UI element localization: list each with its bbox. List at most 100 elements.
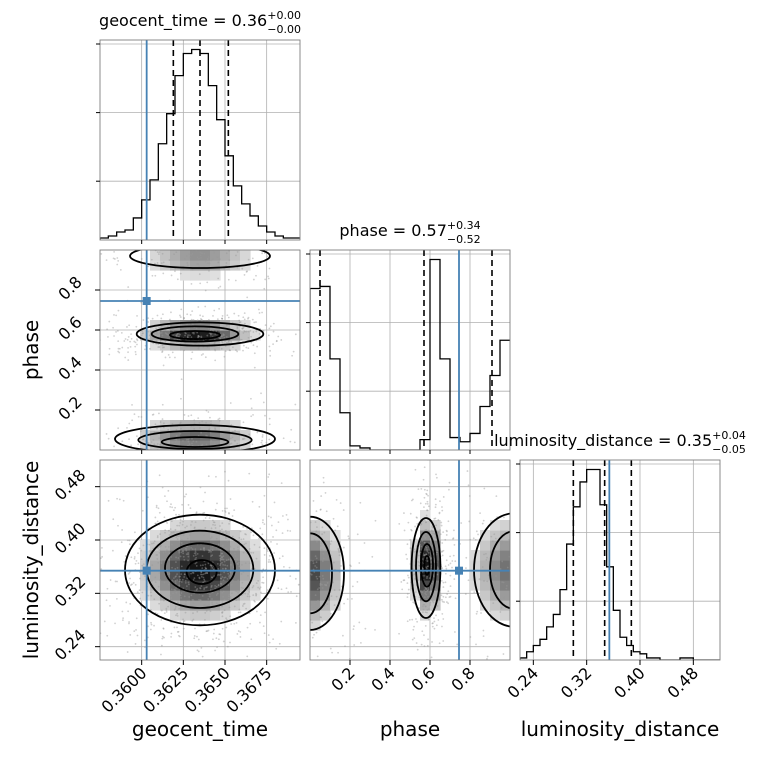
sample-point bbox=[280, 645, 282, 647]
sample-point bbox=[133, 630, 136, 633]
sample-point bbox=[229, 437, 232, 440]
sample-point bbox=[293, 474, 295, 476]
sample-point bbox=[157, 346, 160, 348]
sample-point bbox=[175, 429, 178, 431]
sample-point bbox=[243, 602, 246, 605]
sample-point bbox=[503, 516, 505, 519]
density-cell bbox=[220, 430, 231, 441]
sample-point bbox=[158, 474, 161, 477]
sample-point bbox=[134, 341, 137, 344]
sample-point bbox=[330, 595, 333, 598]
sample-point bbox=[311, 621, 314, 624]
sample-point bbox=[137, 415, 140, 418]
sample-point bbox=[151, 542, 153, 545]
sample-point bbox=[439, 541, 441, 544]
sample-point bbox=[337, 651, 339, 654]
sample-point bbox=[172, 531, 175, 534]
sample-point bbox=[191, 332, 194, 334]
sample-point bbox=[164, 243, 166, 245]
sample-point bbox=[198, 480, 200, 482]
density-cell bbox=[250, 580, 261, 591]
density-cell bbox=[230, 340, 241, 351]
sample-point bbox=[180, 597, 182, 599]
density-cell bbox=[180, 320, 191, 331]
sample-point bbox=[258, 505, 261, 508]
sample-point bbox=[202, 564, 204, 567]
sample-point bbox=[236, 562, 239, 565]
sample-point bbox=[348, 657, 351, 660]
sample-point bbox=[527, 576, 529, 578]
sample-point bbox=[436, 605, 439, 607]
sample-point bbox=[495, 495, 498, 497]
sample-point bbox=[502, 581, 505, 584]
sample-point bbox=[559, 547, 561, 549]
sample-point bbox=[267, 334, 270, 337]
sample-point bbox=[98, 572, 100, 574]
sample-point bbox=[261, 439, 263, 442]
ytick-label-luminosity_distance-1: 0.32 bbox=[51, 572, 90, 611]
sample-point bbox=[310, 605, 313, 608]
sample-point bbox=[291, 354, 294, 357]
sample-point bbox=[220, 556, 223, 558]
sample-point bbox=[176, 227, 178, 229]
sample-point bbox=[262, 330, 265, 332]
sample-point bbox=[314, 555, 317, 558]
sample-point bbox=[423, 574, 425, 577]
sample-point bbox=[160, 262, 163, 264]
sample-point bbox=[148, 229, 150, 231]
density-cell bbox=[430, 590, 441, 601]
sample-point bbox=[319, 584, 322, 587]
sample-point bbox=[184, 603, 187, 605]
sample-point bbox=[232, 452, 234, 454]
sample-point bbox=[201, 567, 204, 570]
sample-point bbox=[163, 495, 166, 498]
sample-point bbox=[409, 512, 412, 515]
sample-point bbox=[284, 631, 286, 633]
sample-point bbox=[278, 642, 281, 645]
density-cell bbox=[230, 440, 241, 450]
sample-point bbox=[423, 554, 426, 557]
sample-point bbox=[298, 619, 300, 621]
sample-point bbox=[320, 616, 323, 619]
sample-point bbox=[174, 605, 177, 608]
sample-point bbox=[267, 634, 270, 636]
sample-point bbox=[187, 559, 190, 562]
sample-point bbox=[185, 600, 187, 603]
sample-point bbox=[178, 607, 181, 610]
sample-point bbox=[161, 350, 164, 353]
sample-point bbox=[289, 575, 292, 578]
density-cell bbox=[230, 590, 241, 601]
sample-point bbox=[248, 562, 251, 565]
sample-point bbox=[249, 622, 252, 625]
sample-point bbox=[87, 582, 89, 584]
sample-point bbox=[175, 591, 178, 594]
density-cell bbox=[160, 540, 171, 551]
sample-point bbox=[487, 574, 490, 577]
sample-point bbox=[206, 262, 209, 265]
sample-point bbox=[257, 586, 260, 589]
sample-point bbox=[434, 517, 437, 520]
sample-point bbox=[435, 476, 438, 479]
density-cell bbox=[240, 590, 251, 601]
xtick-label-luminosity_distance-1: 0.32 bbox=[557, 663, 596, 702]
sample-point bbox=[303, 665, 305, 667]
sample-point bbox=[200, 318, 202, 320]
density-cell bbox=[170, 560, 181, 571]
sample-point bbox=[147, 594, 150, 597]
sample-point bbox=[482, 519, 485, 522]
sample-point bbox=[178, 594, 181, 596]
sample-point bbox=[128, 543, 131, 546]
sample-point bbox=[253, 366, 256, 369]
density-cell bbox=[170, 610, 181, 621]
sample-point bbox=[304, 609, 306, 611]
title-upper-err-phase: +0.34 bbox=[447, 219, 481, 232]
sample-point bbox=[437, 519, 440, 521]
sample-point bbox=[223, 560, 226, 563]
sample-point bbox=[446, 593, 449, 595]
sample-point bbox=[268, 579, 270, 581]
sample-point bbox=[190, 524, 192, 526]
sample-point bbox=[150, 441, 153, 443]
sample-point bbox=[501, 540, 504, 543]
sample-point bbox=[136, 247, 138, 249]
xtick-label-phase-1: 0.4 bbox=[367, 663, 398, 694]
